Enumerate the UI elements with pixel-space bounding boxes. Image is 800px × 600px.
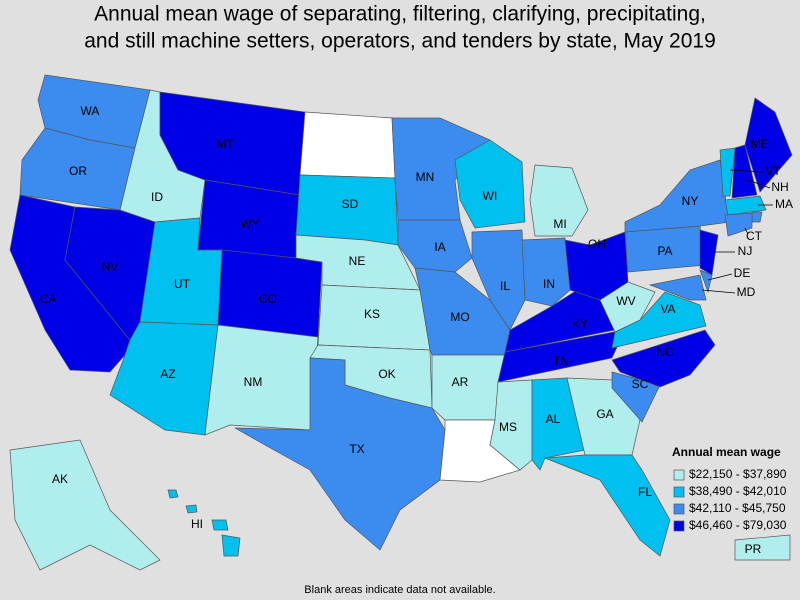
- state: [521, 237, 571, 307]
- title-line: and still machine setters, operators, an…: [84, 30, 716, 53]
- state-label: NJ: [738, 244, 753, 258]
- state: [719, 147, 736, 197]
- title-line: Annual mean wage of separating, filterin…: [94, 3, 706, 26]
- state-label: GA: [596, 407, 613, 421]
- state-label: IA: [434, 240, 445, 254]
- state: [391, 117, 491, 221]
- states: [9, 74, 793, 571]
- leader-line: [729, 169, 765, 173]
- state: [204, 324, 319, 436]
- state-label: KS: [364, 307, 380, 321]
- state-label: CO: [259, 292, 277, 306]
- legend-label: $38,490 - $42,010: [689, 484, 787, 498]
- legend-swatch: [673, 469, 685, 481]
- state-label: PR: [745, 542, 762, 556]
- leader-line: [744, 227, 749, 235]
- state-labels: WA OR CA NV ID MT WY UT CO AZ NM SD NE KS OK TX MN IA MO AR…: [40, 104, 793, 556]
- state-label: VA: [660, 302, 675, 316]
- state-label: MD: [737, 285, 756, 299]
- state: [724, 195, 767, 216]
- state-label: MO: [450, 310, 469, 324]
- state: [734, 534, 791, 561]
- state-label: MN: [416, 170, 435, 184]
- state-label: MI: [553, 217, 566, 231]
- state-label: ID: [151, 190, 163, 204]
- state: [544, 454, 671, 557]
- legend-label: $42,110 - $45,750: [689, 501, 786, 515]
- state-label: WV: [616, 294, 635, 308]
- legend-label: $46,460 - $79,030: [689, 518, 787, 532]
- state-label: DE: [734, 266, 751, 280]
- leader-line: [747, 179, 771, 189]
- state-label: ME: [751, 137, 769, 151]
- state-label: NM: [244, 375, 263, 389]
- state-label: IN: [543, 277, 555, 291]
- state-label: NE: [349, 254, 366, 268]
- legend-swatch: [673, 520, 685, 532]
- state-label: CT: [746, 229, 763, 243]
- state: [234, 357, 446, 551]
- state-label: SD: [342, 197, 359, 211]
- state: [299, 111, 396, 179]
- state-label: NV: [102, 260, 119, 274]
- state-label: NH: [771, 180, 788, 194]
- state-label: NY: [682, 194, 699, 208]
- state: [724, 212, 753, 237]
- leader-line: [701, 289, 736, 294]
- footnote: Blank areas indicate data not available.: [304, 584, 495, 596]
- state-label: IL: [500, 279, 510, 293]
- state-label: UT: [174, 277, 191, 291]
- state-label: NC: [656, 345, 674, 359]
- state-label: MT: [216, 137, 234, 151]
- state-label: KY: [572, 317, 588, 331]
- legend: $22,150 - $37,890 $38,490 - $42,010 $42,11…: [673, 467, 787, 532]
- leader-line: [707, 273, 733, 281]
- state-label: AK: [52, 472, 68, 486]
- state-label: MS: [499, 420, 517, 434]
- state-label: CA: [40, 292, 57, 306]
- state-label: TX: [349, 442, 364, 456]
- state: [217, 249, 323, 338]
- state-label: WA: [81, 104, 100, 118]
- state-label: OK: [378, 367, 395, 381]
- state: [497, 329, 626, 383]
- state: [167, 489, 241, 557]
- state: [431, 354, 506, 421]
- state-label: HI: [191, 517, 203, 531]
- state-label: WI: [483, 189, 498, 203]
- state-label: OR: [69, 164, 87, 178]
- state: [648, 274, 707, 301]
- state-label: AL: [546, 412, 561, 426]
- state-label: AZ: [160, 367, 175, 381]
- legend-label: $22,150 - $37,890: [689, 467, 787, 481]
- legend-title: Annual mean wage: [672, 445, 781, 459]
- state: [611, 329, 716, 388]
- legend-swatch: [673, 486, 685, 498]
- state: [9, 439, 161, 571]
- state: [731, 144, 758, 199]
- state-label: MA: [775, 197, 793, 211]
- state: [454, 139, 526, 229]
- state: [529, 164, 589, 237]
- state-label: FL: [638, 485, 652, 499]
- state: [699, 269, 713, 294]
- state-label: TN: [553, 354, 569, 368]
- state-label: AR: [452, 375, 469, 389]
- state: [751, 211, 763, 223]
- state: [744, 97, 793, 193]
- state-label: OH: [588, 237, 606, 251]
- state-label: VT: [765, 164, 781, 178]
- legend-swatch: [673, 503, 685, 515]
- state-label: WY: [240, 217, 259, 231]
- state-label: PA: [657, 244, 672, 258]
- state: [564, 231, 629, 301]
- state: [699, 229, 719, 276]
- state-label: SC: [632, 377, 649, 391]
